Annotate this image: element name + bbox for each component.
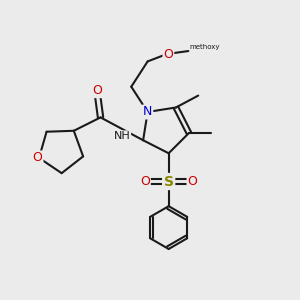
Text: O: O xyxy=(188,175,197,188)
Text: O: O xyxy=(164,47,173,61)
Text: O: O xyxy=(33,152,43,164)
Text: S: S xyxy=(164,175,174,188)
Text: methoxy: methoxy xyxy=(190,44,220,50)
Text: O: O xyxy=(93,84,103,97)
Text: N: N xyxy=(143,106,152,118)
Text: O: O xyxy=(140,175,150,188)
Text: NH: NH xyxy=(113,131,130,141)
